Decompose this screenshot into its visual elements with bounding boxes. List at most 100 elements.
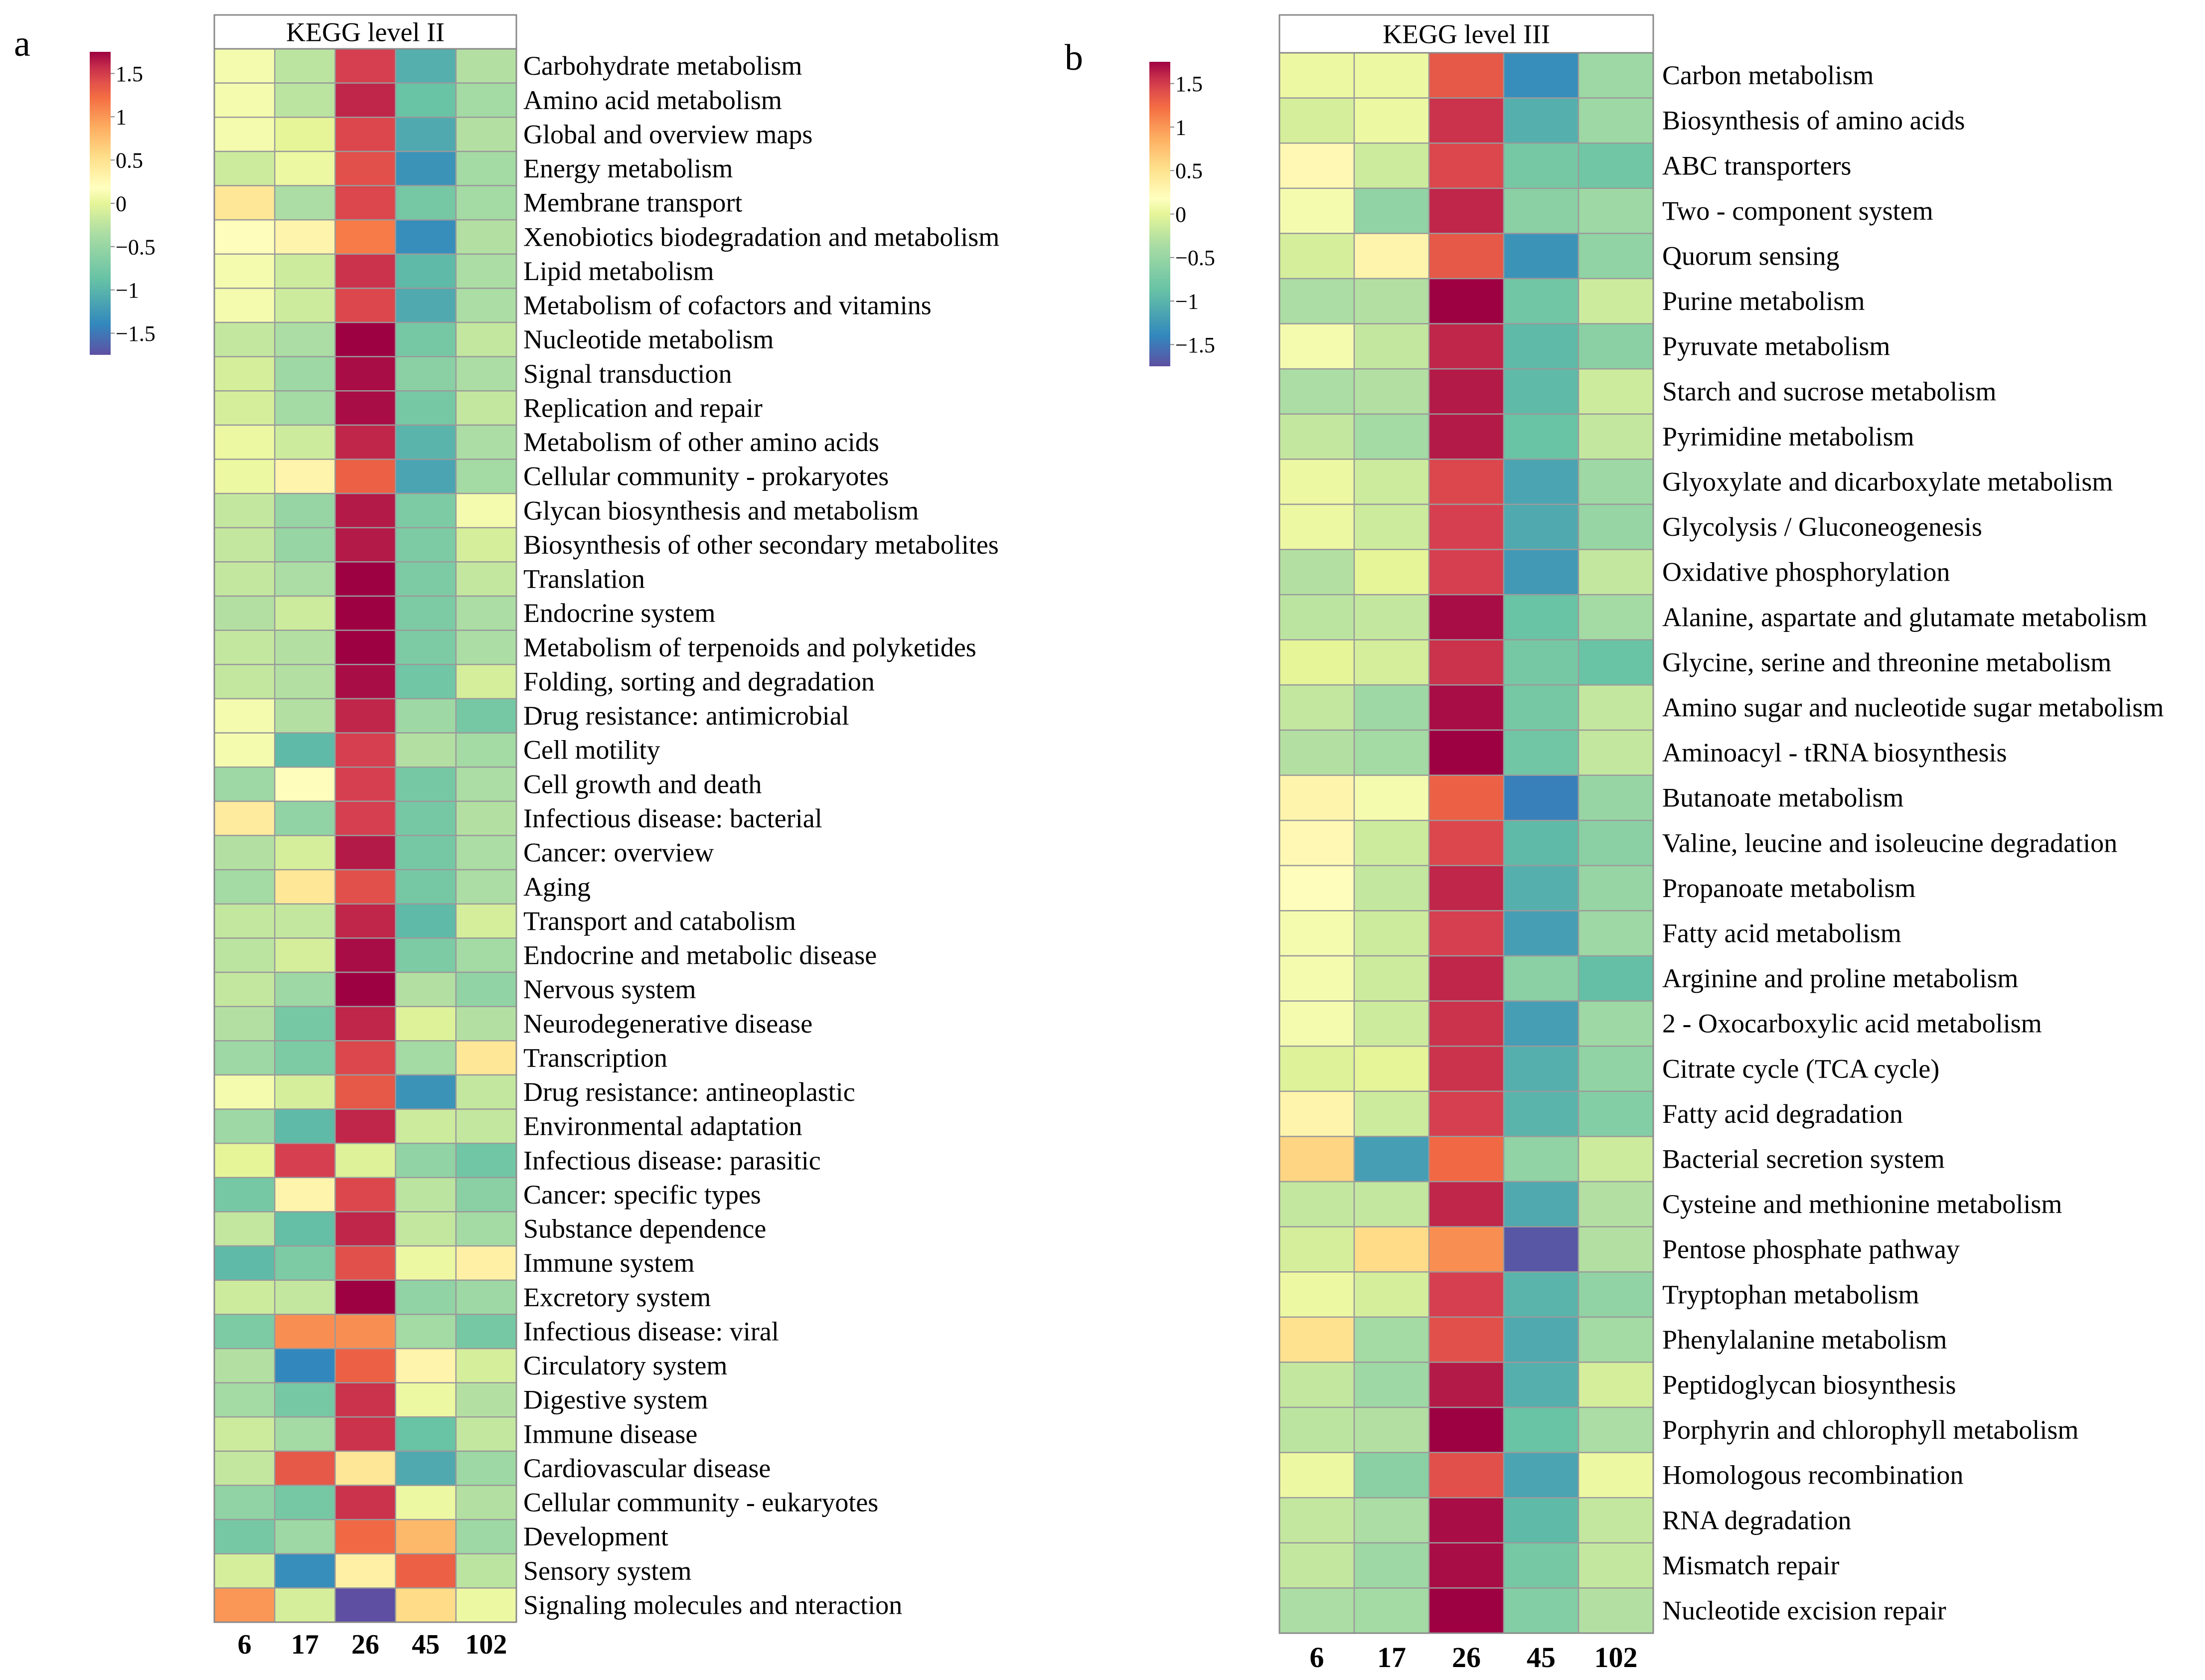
- heatmap-cell: [213, 1142, 276, 1179]
- heatmap-cell: [1428, 1362, 1505, 1408]
- row-label: ABC transporters: [1662, 151, 1851, 180]
- heatmap-cell: [274, 185, 336, 221]
- heatmap-cell: [274, 424, 336, 460]
- heatmap-cell: [334, 1587, 396, 1623]
- row-label: Folding, sorting and degradation: [523, 666, 875, 696]
- heatmap-cell: [1503, 278, 1579, 324]
- heatmap-cell: [274, 629, 336, 665]
- heatmap-cell: [395, 1074, 457, 1110]
- heatmap-cell: [334, 1142, 396, 1179]
- heatmap-cell: [213, 117, 276, 153]
- row-label: Cell motility: [523, 735, 660, 765]
- heatmap-cell: [213, 1314, 276, 1350]
- heatmap-cell: [334, 561, 396, 597]
- heatmap-cell: [455, 1108, 517, 1144]
- heatmap-cell: [1353, 865, 1430, 912]
- heatmap-cell: [274, 664, 336, 700]
- heatmap-cell: [334, 835, 396, 871]
- heatmap-cell: [1278, 729, 1355, 776]
- heatmap-cell: [1503, 368, 1579, 415]
- heatmap-cell: [1278, 1136, 1355, 1183]
- heatmap-cell: [1278, 503, 1355, 550]
- heatmap-cell: [395, 321, 457, 357]
- heatmap-cell: [334, 629, 396, 665]
- heatmap-cell: [1503, 594, 1579, 641]
- heatmap-cell: [1353, 233, 1430, 280]
- heatmap-cell: [274, 1450, 336, 1486]
- heatmap-cell: [395, 527, 457, 563]
- heatmap-cell: [455, 1416, 517, 1452]
- heatmap-cell: [334, 356, 396, 392]
- heatmap-cell: [213, 356, 276, 392]
- heatmap-cell: [395, 835, 457, 871]
- heatmap-cell: [455, 1211, 517, 1247]
- heatmap-cell: [455, 1177, 517, 1213]
- heatmap-cell: [395, 1108, 457, 1144]
- heatmap-cell: [1278, 865, 1355, 912]
- heatmap-cell: [274, 1177, 336, 1213]
- heatmap-cell: [395, 937, 457, 973]
- heatmap-cell: [334, 800, 396, 836]
- heatmap-cell: [334, 185, 396, 221]
- heatmap-cell: [1428, 1181, 1505, 1227]
- row-label: Glycolysis / Gluconeogenesis: [1662, 512, 1982, 542]
- row-label: Cell growth and death: [523, 769, 762, 799]
- row-label: Lipid metabolism: [523, 256, 714, 286]
- heatmap-cell: [1353, 97, 1430, 144]
- heatmap-cell: [213, 903, 276, 939]
- heatmap-cell: [1577, 142, 1654, 189]
- heatmap-cell: [1503, 1316, 1579, 1363]
- row-label: Translation: [523, 564, 645, 594]
- heatmap-cell: [213, 1108, 276, 1144]
- heatmap-cell: [1503, 1090, 1579, 1137]
- heatmap-cell: [395, 800, 457, 836]
- row-label: Pyruvate metabolism: [1662, 331, 1890, 361]
- row-label: Endocrine and metabolic disease: [523, 940, 877, 970]
- row-label: Fatty acid metabolism: [1662, 918, 1901, 948]
- heatmap-cell: [1353, 639, 1430, 686]
- heatmap-cell: [1503, 413, 1579, 460]
- heatmap-cell: [1503, 1181, 1579, 1227]
- heatmap-cell: [1577, 819, 1654, 867]
- heatmap-cell: [455, 1382, 517, 1418]
- row-label: Biosynthesis of other secondary metaboli…: [523, 530, 999, 560]
- heatmap-cell: [1353, 278, 1430, 324]
- heatmap-cell: [455, 1553, 517, 1589]
- heatmap-cell: [1353, 413, 1430, 460]
- heatmap-cell: [1278, 413, 1355, 460]
- heatmap-cell: [334, 1108, 396, 1144]
- heatmap-cell: [274, 117, 336, 153]
- heatmap-cell: [455, 492, 517, 529]
- heatmap-cell: [274, 1142, 336, 1179]
- heatmap-cell: [395, 1348, 457, 1383]
- heatmap-cell: [334, 1519, 396, 1554]
- heatmap-cell: [455, 390, 517, 426]
- heatmap-cell: [334, 48, 396, 84]
- heatmap-cell: [334, 971, 396, 1007]
- heatmap-cell: [455, 356, 517, 392]
- heatmap-cell: [395, 1553, 457, 1589]
- heatmap-cell: [455, 424, 517, 460]
- heatmap-cell: [395, 356, 457, 392]
- heatmap-cell: [395, 698, 457, 734]
- heatmap-cell: [455, 937, 517, 973]
- heatmap-cell: [395, 82, 457, 118]
- heatmap-cell: [213, 321, 276, 357]
- heatmap-cell: [395, 664, 457, 700]
- heatmap-cell: [1577, 774, 1654, 821]
- heatmap-cell: [1428, 1406, 1505, 1453]
- heatmap-cell: [334, 937, 396, 973]
- heatmap-cell: [334, 1006, 396, 1042]
- heatmap-cell: [1428, 729, 1505, 776]
- heatmap-cell: [274, 1587, 336, 1623]
- heatmap-cell: [1577, 1497, 1654, 1544]
- heatmap-cell: [274, 1245, 336, 1281]
- heatmap-cell: [1353, 458, 1430, 505]
- heatmap-cell: [1428, 368, 1505, 415]
- legend-tick-label: −0.5: [1175, 246, 1215, 270]
- heatmap-cell: [395, 390, 457, 426]
- heatmap-cell: [1428, 594, 1505, 641]
- heatmap-cell: [213, 1006, 276, 1042]
- row-label: Excretory system: [523, 1282, 711, 1312]
- heatmap-cell: [1353, 1587, 1430, 1634]
